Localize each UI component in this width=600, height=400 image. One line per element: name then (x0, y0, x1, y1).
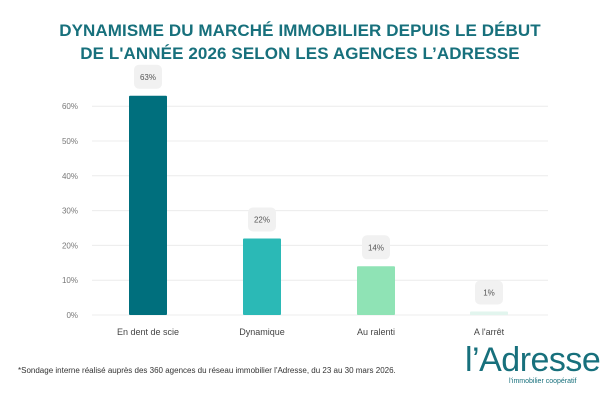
data-label: 1% (483, 289, 495, 298)
data-label: 63% (140, 73, 156, 82)
brand-tagline: l'immobilier coopératif (509, 378, 577, 385)
y-tick-label: 40% (62, 172, 78, 181)
data-label-bg (134, 64, 162, 89)
y-tick-label: 50% (62, 137, 78, 146)
bar (357, 266, 395, 315)
y-tick-label: 30% (62, 207, 78, 216)
x-tick-label: Dynamique (239, 327, 285, 337)
title-line-2: DE L'ANNÉE 2026 SELON LES AGENCES L’ADRE… (80, 44, 520, 63)
chart-title: DYNAMISME DU MARCHÉ IMMOBILIER DEPUIS LE… (0, 19, 600, 65)
title-line-1: DYNAMISME DU MARCHÉ IMMOBILIER DEPUIS LE… (59, 21, 541, 40)
data-label-bg (362, 235, 390, 260)
y-tick-label: 10% (62, 276, 78, 285)
brand-logo: l’Adresse (465, 341, 600, 379)
footnote: *Sondage interne réalisé auprès des 360 … (18, 366, 396, 375)
x-tick-label: Au ralenti (357, 327, 395, 337)
bar (243, 238, 281, 315)
x-tick-label: En dent de scie (117, 327, 179, 337)
y-tick-label: 0% (66, 311, 78, 320)
data-label: 22% (254, 215, 270, 224)
bar (470, 311, 508, 315)
data-label-bg (475, 280, 503, 305)
y-tick-label: 20% (62, 241, 78, 250)
data-label-bg (248, 207, 276, 232)
x-tick-label: A l'arrêt (474, 327, 505, 337)
y-tick-label: 60% (62, 102, 78, 111)
bar (129, 95, 167, 315)
data-label: 14% (368, 243, 384, 252)
